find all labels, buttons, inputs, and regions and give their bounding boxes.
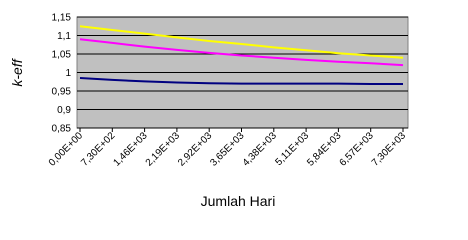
y-tick-label: 1,15 [52, 13, 72, 24]
y-tick-label: 1 [65, 68, 71, 79]
x-tick-label: 7,30E+02 [79, 130, 118, 169]
series-line [79, 77, 403, 85]
x-tick-label: 7,30E+03 [370, 130, 409, 169]
x-tick-label: 2,92E+03 [176, 130, 215, 169]
series-line [79, 38, 404, 67]
y-axis-label: k-eff [9, 57, 25, 86]
x-tick-label: 2,19E+03 [144, 130, 183, 169]
y-tick-label: 0,95 [52, 87, 72, 98]
series-line [79, 25, 404, 59]
x-tick-label: 4,38E+03 [241, 130, 280, 169]
x-axis-label: Jumlah Hari [201, 193, 276, 209]
x-tick-label: 5,84E+03 [305, 130, 344, 169]
y-tick-label: 0,85 [52, 124, 72, 135]
y-tick-label: 1,05 [52, 50, 72, 61]
x-tick-label: 1,46E+03 [111, 130, 150, 169]
y-tick-label: 0,9 [57, 105, 71, 116]
x-tick-label: 0,00E+00 [47, 130, 86, 169]
x-tick-label: 3,65E+03 [208, 130, 247, 169]
y-tick-label: 1,1 [57, 31, 71, 42]
x-tick-label: 6,57E+03 [338, 130, 377, 169]
